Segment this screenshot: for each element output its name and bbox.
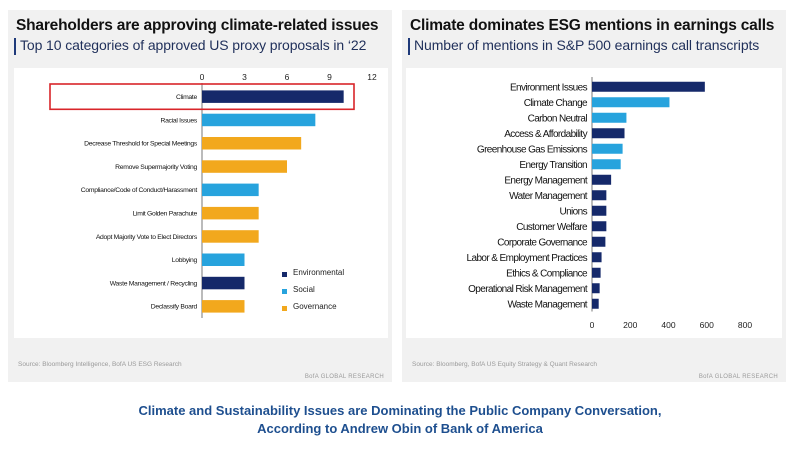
x-tick-label: 3: [242, 72, 247, 82]
category-label-access-affordability: Access & Affordability: [504, 129, 587, 140]
legend-swatch-social: [282, 289, 287, 294]
bar-customer-welfare: [592, 221, 607, 232]
category-label-water-management: Water Management: [509, 191, 588, 202]
bar-lobbying: [202, 253, 245, 266]
bar-environment-issues: [592, 81, 705, 92]
category-label-energy-management: Energy Management: [504, 175, 587, 186]
bar-operational-risk-management: [592, 283, 600, 294]
left-plot-area: 0 3 6 9 12 Climate Racial Issues Decrease Thres…: [14, 68, 388, 338]
category-label-remove-supermajority-voting: Remove Supermajority Voting: [115, 164, 197, 171]
category-label-labor-employment-practices: Labor & Employment Practices: [467, 253, 588, 264]
legend-label-social: Social: [293, 285, 315, 294]
legend-swatch-environmental: [282, 272, 287, 277]
category-label-operational-risk-management: Operational Risk Management: [468, 284, 588, 295]
category-label-climate: Climate: [176, 94, 197, 101]
legend-label-governance: Governance: [293, 302, 337, 311]
highlight-box-climate: [49, 83, 355, 111]
bar-limit-golden-parachute: [202, 206, 259, 220]
bar-climate-change: [592, 97, 670, 108]
bar-adopt-majority-vote-to-elect-directors: [202, 230, 259, 243]
bar-labor-employment-practices: [592, 252, 602, 263]
legend-label-environmental: Environmental: [293, 268, 345, 277]
left-chart-panel: Shareholders are approving climate-relat…: [8, 10, 392, 382]
category-label-compliance-code-of-conduct-harassment: Compliance/Code of Conduct/Harassment: [81, 187, 198, 194]
bar-climate: [202, 90, 344, 103]
category-label-energy-transition: Energy Transition: [519, 160, 587, 171]
category-label-adopt-majority-vote-to-elect-directors: Adopt Majority Vote to Elect Directors: [96, 234, 198, 241]
x-tick-label: 6: [285, 72, 290, 82]
right-bar-chart: 0 200 400 600 800 Environment Issues Climate C…: [467, 77, 753, 330]
bar-decrease-threshold-for-special-meetings: [202, 137, 302, 150]
bar-water-management: [592, 190, 607, 201]
x-axis-ticks: 0 200 400 600 800: [590, 320, 753, 330]
x-tick-label: 200: [623, 320, 637, 330]
category-label-decrease-threshold-for-special-meetings: Decrease Threshold for Special Meetings: [84, 141, 198, 148]
bar-waste-management-recycling: [202, 276, 245, 290]
right-chart-panel: Climate dominates ESG mentions in earnin…: [402, 10, 786, 382]
category-label-waste-management-recycling: Waste Management / Recycling: [110, 280, 198, 287]
x-tick-label: 800: [738, 320, 752, 330]
category-label-declassify-board: Declassify Board: [151, 304, 198, 311]
bar-remove-supermajority-voting: [202, 160, 287, 173]
bar-racial-issues: [202, 113, 316, 127]
right-chart-subtitle: Number of mentions in S&P 500 earnings c…: [414, 37, 760, 53]
bar-energy-management: [592, 174, 612, 185]
left-chart-title: Shareholders are approving climate-relat…: [16, 17, 379, 34]
right-subtitle-accent: [408, 38, 410, 55]
category-label-lobbying: Lobbying: [172, 257, 198, 264]
bar-access-affordability: [592, 128, 625, 139]
bar-energy-transition: [592, 159, 621, 170]
category-label-climate-change: Climate Change: [524, 98, 588, 109]
category-label-customer-welfare: Customer Welfare: [516, 222, 588, 233]
x-tick-label: 0: [590, 320, 595, 330]
bar-declassify-board: [202, 300, 245, 313]
category-label-environment-issues: Environment Issues: [510, 82, 588, 93]
bar-unions: [592, 205, 607, 216]
bar-waste-management: [592, 298, 599, 309]
bar-corporate-governance: [592, 236, 606, 247]
category-label-carbon-neutral: Carbon Neutral: [528, 113, 588, 124]
bar-compliance-code-of-conduct-harassment: [202, 183, 259, 197]
right-plot-area: 0 200 400 600 800 Environment Issues Climate C…: [406, 68, 782, 338]
right-chart-title: Climate dominates ESG mentions in earnin…: [410, 17, 775, 34]
left-bar-chart: 0 3 6 9 12 Climate Racial Issues Decrease Thres…: [49, 72, 377, 318]
category-label-corporate-governance: Corporate Governance: [497, 237, 588, 248]
left-subtitle-accent: [14, 38, 16, 55]
left-chart-subtitle: Top 10 categories of approved US proxy p…: [20, 37, 367, 53]
right-brand-label: BofA GLOBAL RESEARCH: [698, 374, 778, 380]
category-label-unions: Unions: [559, 206, 587, 217]
x-tick-label: 12: [367, 72, 377, 82]
category-label-greenhouse-gas-emissions: Greenhouse Gas Emissions: [477, 144, 588, 155]
category-label-waste-management: Waste Management: [507, 299, 587, 310]
x-tick-label: 0: [200, 72, 205, 82]
left-brand-label: BofA GLOBAL RESEARCH: [304, 374, 384, 380]
bar-ethics-compliance: [592, 267, 601, 278]
right-source-note: Source: Bloomberg, BofA US Equity Strate…: [412, 361, 597, 368]
caption-line-2: According to Andrew Obin of Bank of Amer…: [257, 421, 543, 436]
x-tick-label: 400: [661, 320, 675, 330]
left-source-note: Source: Bloomberg Intelligence, BofA US …: [18, 361, 182, 368]
category-label-racial-issues: Racial Issues: [160, 117, 197, 124]
bar-carbon-neutral: [592, 112, 627, 123]
x-tick-label: 600: [700, 320, 714, 330]
category-label-ethics-compliance: Ethics & Compliance: [506, 268, 588, 279]
x-tick-label: 9: [327, 72, 332, 82]
x-axis-ticks: 0 3 6 9 12: [200, 72, 377, 82]
bar-greenhouse-gas-emissions: [592, 143, 623, 154]
caption-line-1: Climate and Sustainability Issues are Do…: [138, 403, 662, 418]
legend-swatch-governance: [282, 306, 287, 311]
category-label-limit-golden-parachute: Limit Golden Parachute: [133, 211, 198, 218]
